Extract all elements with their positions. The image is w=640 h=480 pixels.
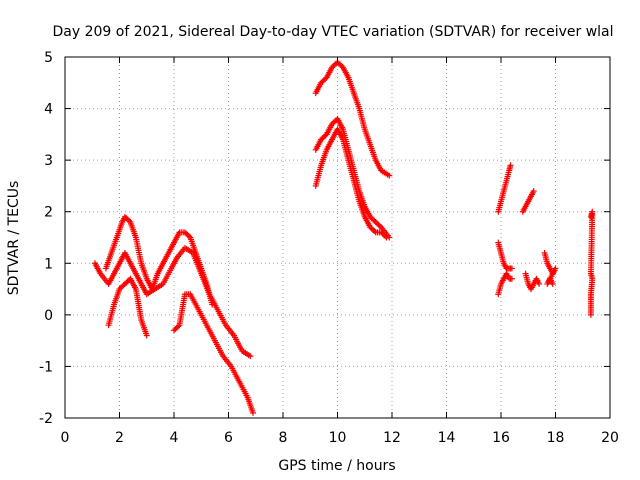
y-tick-label: 3 xyxy=(44,153,53,169)
series-track-evening-a xyxy=(495,162,514,215)
x-tick-label: 14 xyxy=(438,430,456,446)
x-tick-label: 2 xyxy=(115,430,124,446)
series-track-late xyxy=(587,208,596,318)
x-tick-label: 6 xyxy=(224,430,233,446)
y-tick-label: -2 xyxy=(39,411,53,427)
series-track-evening-d xyxy=(519,188,537,215)
series-track-evening-f xyxy=(541,249,559,287)
x-tick-label: 0 xyxy=(61,430,70,446)
series-track-early-dip xyxy=(171,291,257,416)
x-tick-label: 10 xyxy=(329,430,347,446)
x-axis-label: GPS time / hours xyxy=(278,458,395,474)
series-track-early-lower xyxy=(105,275,150,339)
data-markers xyxy=(91,59,596,416)
chart-title: Day 209 of 2021, Sidereal Day-to-day VTE… xyxy=(52,24,613,40)
x-tick-label: 18 xyxy=(547,430,565,446)
series-track-evening-b xyxy=(495,239,515,272)
series-track-evening-e xyxy=(522,270,543,293)
y-tick-label: -1 xyxy=(39,359,53,375)
series-track-midday-branch xyxy=(312,126,390,241)
series-track-early-mid xyxy=(91,244,254,360)
y-axis-label: SDTVAR / TECUs xyxy=(6,181,22,296)
y-tick-label: 5 xyxy=(44,50,53,66)
y-tick-label: 0 xyxy=(44,308,53,324)
x-tick-label: 12 xyxy=(383,430,401,446)
y-tick-label: 2 xyxy=(44,205,53,221)
y-tick-label: 1 xyxy=(44,256,53,272)
grid-lines xyxy=(65,57,610,418)
series-track-midday-upper xyxy=(312,59,393,179)
x-tick-label: 4 xyxy=(170,430,179,446)
series-track-evening-c xyxy=(495,270,515,298)
x-tick-label: 8 xyxy=(279,430,288,446)
x-tick-label: 16 xyxy=(492,430,510,446)
y-tick-label: 4 xyxy=(44,102,53,118)
x-tick-label: 20 xyxy=(601,430,619,446)
